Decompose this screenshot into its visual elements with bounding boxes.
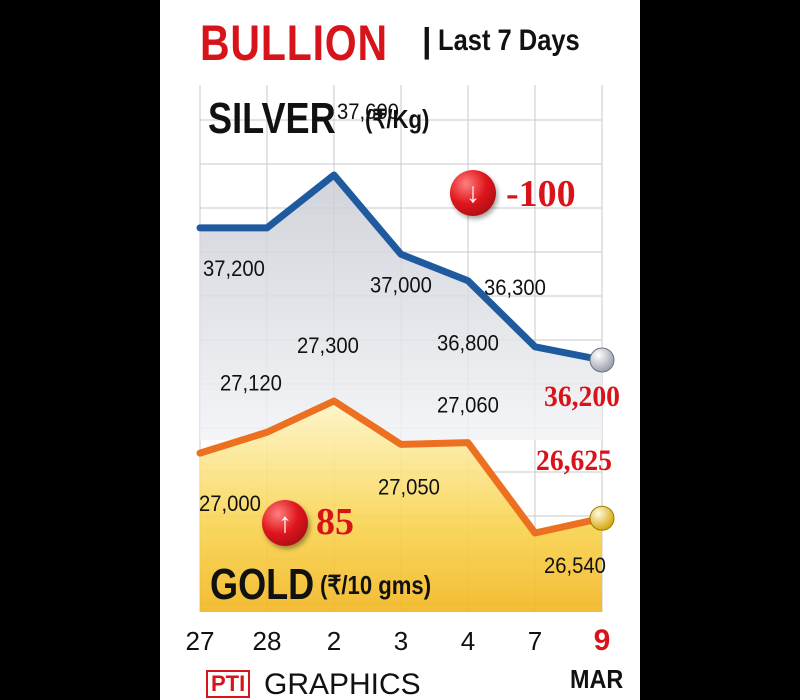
- x-tick-label: 4: [461, 626, 475, 656]
- area-fills: [200, 175, 602, 612]
- data-label: 36,300: [484, 276, 546, 300]
- data-label: 27,000: [199, 492, 261, 516]
- silver-series-line: [196, 171, 606, 364]
- x-tick-label: 2: [327, 626, 341, 656]
- gold-change: 85: [316, 501, 354, 543]
- silver-unit: (₹/Kg): [365, 104, 430, 134]
- data-label: 27,120: [220, 372, 282, 396]
- gold-series-line: [196, 397, 606, 537]
- x-axis-ticks: 27 28 2 3 4 7 9: [186, 624, 611, 657]
- data-label: 26,540: [544, 554, 606, 578]
- month-label: MAR: [570, 664, 624, 694]
- x-tick-label: 9: [594, 624, 611, 657]
- pti-logo: PTI: [206, 670, 251, 698]
- series-lines: [196, 171, 615, 537]
- title-separator: |: [422, 22, 432, 60]
- gold-area: [200, 401, 602, 612]
- data-label: 36,800: [437, 332, 499, 356]
- silver-latest-label: 36,200: [544, 380, 620, 413]
- data-label: 27,060: [437, 394, 499, 418]
- x-tick-label: 28: [253, 626, 282, 656]
- data-labels: 37,200 37,600 37,000 36,800 36,300 36,200 27,0…: [199, 100, 620, 578]
- silver-area: [200, 175, 602, 440]
- data-label: 37,600: [337, 100, 399, 124]
- silver-label: SILVER: [208, 94, 336, 143]
- data-label: 37,200: [203, 257, 265, 281]
- x-tick-label: 27: [186, 626, 215, 656]
- chart-subtitle: Last 7 Days: [438, 24, 580, 57]
- silver-change: -100: [506, 173, 576, 215]
- chart-canvas: 37,200 37,600 37,000 36,800 36,300 36,200 27,0…: [186, 85, 620, 657]
- up-arrow-icon: ↑: [262, 500, 308, 546]
- silver-end-marker: [589, 347, 615, 373]
- data-label: 27,050: [378, 476, 440, 500]
- x-tick-label: 3: [394, 626, 408, 656]
- data-label: 27,300: [297, 334, 359, 358]
- x-tick-label: 7: [528, 626, 542, 656]
- chart-title: BULLION: [200, 15, 388, 71]
- credit-text: GRAPHICS: [264, 668, 421, 700]
- gold-label: GOLD: [210, 560, 315, 609]
- gold-unit: (₹/10 gms): [320, 570, 432, 600]
- data-label: 37,000: [370, 274, 432, 298]
- infographic-card: 37,200 37,600 37,000 36,800 36,300 36,200 27,0…: [160, 0, 640, 700]
- gold-latest-label: 26,625: [536, 444, 612, 477]
- down-arrow-icon: ↓: [450, 170, 496, 216]
- gold-end-marker: [589, 505, 615, 531]
